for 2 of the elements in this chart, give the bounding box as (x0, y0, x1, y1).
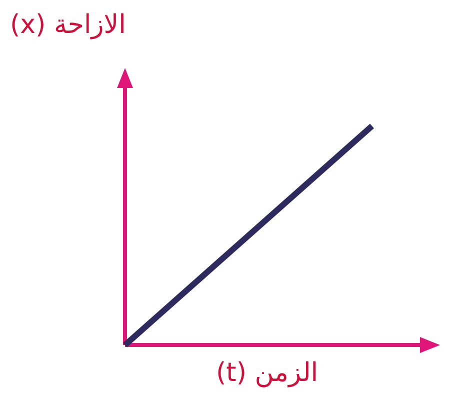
x-axis-title: الزمن (t) (216, 358, 318, 388)
y-axis-title: الازاحة (x) (10, 10, 126, 40)
